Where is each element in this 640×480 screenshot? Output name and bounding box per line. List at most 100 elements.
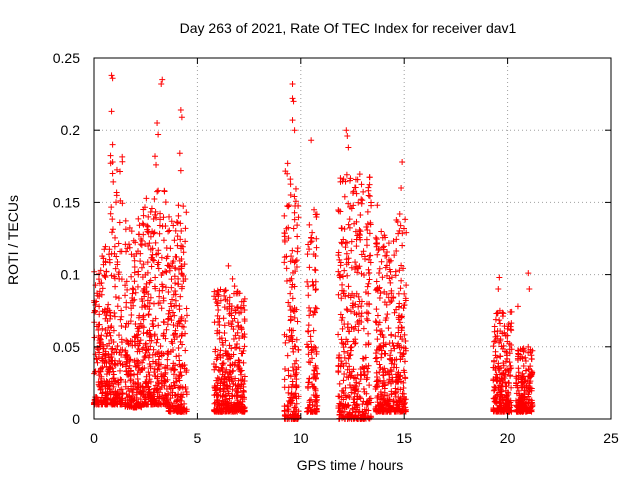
data-point-marker <box>392 385 399 392</box>
data-point-marker <box>234 400 241 407</box>
data-point-marker <box>519 400 526 407</box>
data-point-marker <box>108 346 115 353</box>
data-point-marker <box>173 218 180 225</box>
data-point-marker <box>307 239 314 246</box>
data-point-marker <box>312 211 319 218</box>
data-point-marker <box>155 131 162 138</box>
data-point-marker <box>380 372 387 379</box>
data-point-marker <box>389 339 396 346</box>
data-point-marker <box>235 363 242 370</box>
data-point-marker <box>351 413 358 420</box>
data-point-marker <box>365 407 372 414</box>
data-point-marker <box>381 392 388 399</box>
data-point-marker <box>342 384 349 391</box>
data-point-marker <box>177 236 184 243</box>
data-point-marker <box>289 295 296 302</box>
data-point-marker <box>178 255 185 262</box>
data-point-marker <box>240 302 247 309</box>
data-point-marker <box>392 379 399 386</box>
data-point-marker <box>294 248 301 255</box>
data-point-marker <box>293 357 300 364</box>
data-point-marker <box>172 327 179 334</box>
data-point-marker <box>358 200 365 207</box>
data-point-marker <box>506 359 513 366</box>
data-point-marker <box>163 255 170 262</box>
data-point-marker <box>284 402 291 409</box>
data-point-marker <box>508 327 515 334</box>
data-point-marker <box>102 258 109 265</box>
data-point-marker <box>147 401 154 408</box>
data-point-marker <box>374 393 381 400</box>
data-point-marker <box>354 264 361 271</box>
data-point-marker <box>343 127 350 134</box>
data-point-marker <box>346 224 353 231</box>
data-point-marker <box>103 312 110 319</box>
data-point-marker <box>223 382 230 389</box>
data-point-marker <box>372 355 379 362</box>
data-point-marker <box>117 401 124 408</box>
data-point-marker <box>240 347 247 354</box>
data-point-marker <box>124 338 131 345</box>
data-point-marker <box>373 319 380 326</box>
y-tick-label: 0.1 <box>61 267 81 283</box>
data-point-marker <box>526 396 533 403</box>
data-point-marker <box>339 281 346 288</box>
data-point-marker <box>352 301 359 308</box>
data-point-marker <box>146 279 153 286</box>
data-point-marker <box>382 264 389 271</box>
data-point-marker <box>174 242 181 249</box>
data-point-marker <box>183 369 190 376</box>
data-point-marker <box>304 251 311 258</box>
data-point-marker <box>96 321 103 328</box>
data-point-marker <box>109 357 116 364</box>
data-point-marker <box>116 332 123 339</box>
data-point-marker <box>113 391 120 398</box>
data-point-marker <box>507 373 514 380</box>
data-point-marker <box>352 259 359 266</box>
data-point-marker <box>178 285 185 292</box>
data-point-marker <box>364 401 371 408</box>
data-point-marker <box>381 288 388 295</box>
data-point-marker <box>356 317 363 324</box>
y-tick-label: 0 <box>72 411 80 427</box>
data-point-marker <box>493 399 500 406</box>
data-point-marker <box>107 312 114 319</box>
data-point-marker <box>95 346 102 353</box>
data-point-marker <box>348 344 355 351</box>
data-point-marker <box>118 339 125 346</box>
data-point-marker <box>156 293 163 300</box>
data-point-marker <box>154 375 161 382</box>
data-point-marker <box>170 371 177 378</box>
data-point-marker <box>221 373 228 380</box>
data-point-marker <box>516 408 523 415</box>
data-point-marker <box>506 340 513 347</box>
data-point-marker <box>313 305 320 312</box>
data-point-marker <box>305 322 312 329</box>
data-point-marker <box>160 237 167 244</box>
data-point-marker <box>403 229 410 236</box>
data-point-marker <box>312 287 319 294</box>
y-tick-label: 0.25 <box>53 50 80 66</box>
data-point-marker <box>525 393 532 400</box>
data-point-marker <box>96 280 103 287</box>
data-point-marker <box>175 275 182 282</box>
data-point-marker <box>137 258 144 265</box>
data-point-marker <box>379 380 386 387</box>
data-point-marker <box>312 278 319 285</box>
data-point-marker <box>499 313 506 320</box>
data-point-marker <box>239 350 246 357</box>
data-point-marker <box>283 225 290 232</box>
data-point-marker <box>360 386 367 393</box>
data-point-marker <box>289 95 296 102</box>
data-point-marker <box>387 279 394 286</box>
data-point-marker <box>505 403 512 410</box>
data-point-marker <box>346 363 353 370</box>
data-point-marker <box>287 277 294 284</box>
data-point-marker <box>281 230 288 237</box>
data-point-marker <box>393 236 400 243</box>
data-point-marker <box>126 244 133 251</box>
data-point-marker <box>375 247 382 254</box>
data-point-marker <box>292 371 299 378</box>
data-point-marker <box>110 368 117 375</box>
data-point-marker <box>282 339 289 346</box>
